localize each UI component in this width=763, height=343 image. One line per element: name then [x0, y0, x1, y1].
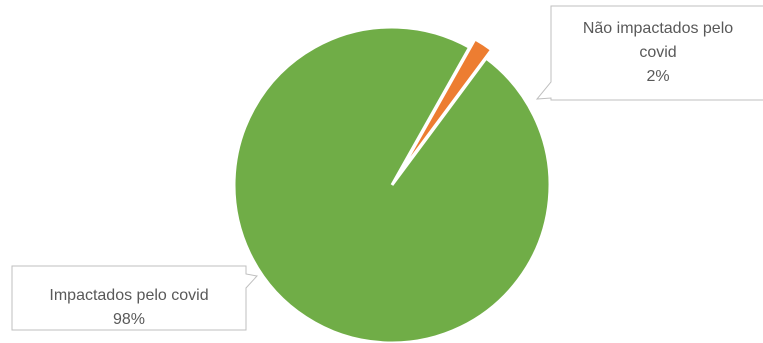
data-label-category: Não impactados pelo — [583, 20, 733, 37]
callout-2: Não impactados pelo covid 2% — [535, 5, 763, 101]
callout-1: Impactados pelo covid 98% — [11, 265, 258, 331]
callout-box-1 — [11, 265, 258, 331]
data-label-category: Impactados pelo covid — [49, 287, 208, 304]
pie-slices — [232, 25, 552, 343]
pie-slice-1 — [232, 25, 552, 343]
pie-slice-2 — [396, 36, 494, 178]
data-label-callouts: Impactados pelo covid 98% Não impactados p… — [11, 5, 763, 331]
data-label-percent: 98% — [113, 311, 145, 328]
data-label-category: covid — [639, 44, 676, 61]
data-label-percent: 2% — [646, 68, 669, 85]
callout-box-2 — [535, 5, 763, 101]
